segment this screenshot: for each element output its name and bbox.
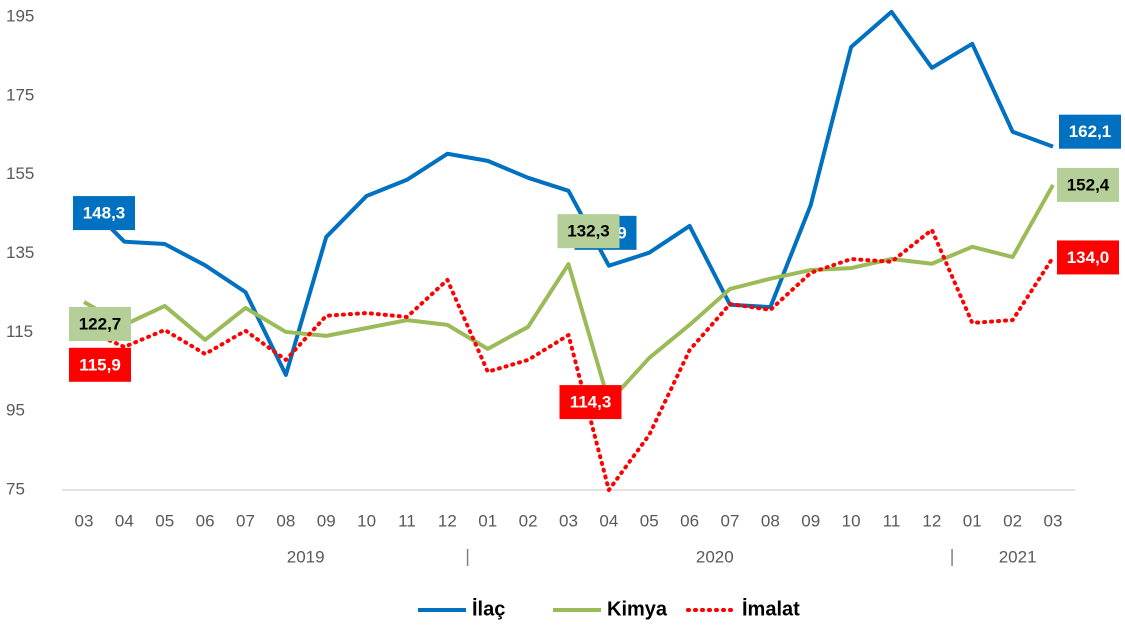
data-label-box (559, 385, 622, 420)
x-tick-label: 02 (519, 511, 538, 530)
x-tick-label: 03 (75, 511, 94, 530)
data-label: 114,3 (570, 393, 612, 412)
x-tick-label: 10 (842, 511, 861, 530)
legend-label: Kimya (607, 598, 668, 620)
x-tick-label: 09 (801, 511, 820, 530)
y-tick-label: 155 (6, 164, 34, 183)
x-tick-label: 12 (438, 511, 457, 530)
series-line (82, 9, 1054, 377)
data-label-box (73, 196, 135, 231)
data-label: 134,0 (1067, 248, 1110, 267)
x-group-label: 2021 (999, 547, 1037, 566)
x-tick-label: 01 (963, 511, 982, 530)
data-label: 132,3 (567, 222, 610, 241)
x-tick-label: 08 (276, 511, 295, 530)
x-tick-label: 02 (1003, 511, 1022, 530)
data-label: 162,1 (1069, 122, 1112, 141)
y-tick-label: 95 (6, 401, 25, 420)
data-label: 115,9 (79, 355, 121, 374)
x-tick-label: 12 (922, 511, 941, 530)
x-tick-label: 05 (155, 511, 174, 530)
x-tick-label: 03 (1044, 511, 1063, 530)
series-line (82, 227, 1055, 492)
data-label: 148,3 (83, 204, 126, 223)
y-tick-label: 175 (6, 85, 34, 104)
x-tick-label: 05 (640, 511, 659, 530)
data-label: 152,4 (1067, 175, 1110, 194)
y-tick-label: 135 (6, 243, 34, 262)
x-tick-label: 07 (236, 511, 255, 530)
x-group-label: 2019 (287, 547, 325, 566)
data-label: 122,7 (79, 314, 122, 333)
x-tick-label: 11 (398, 511, 416, 530)
x-tick-label: 11 (883, 511, 901, 530)
x-tick-label: 04 (599, 511, 618, 530)
x-tick-label: 06 (680, 511, 699, 530)
x-tick-label: 03 (559, 511, 578, 530)
x-tick-label: 10 (357, 511, 376, 530)
x-tick-label: 01 (478, 511, 497, 530)
y-tick-label: 195 (6, 6, 34, 25)
x-tick-label: 08 (761, 511, 780, 530)
data-label-box (1057, 240, 1119, 275)
data-label-box (69, 306, 131, 341)
series-line (83, 183, 1055, 405)
data-label-box (1059, 114, 1121, 149)
data-label-box (557, 214, 620, 249)
y-tick-label: 115 (6, 322, 33, 341)
data-label-box (1057, 167, 1119, 202)
x-tick-label: 07 (721, 511, 740, 530)
x-tick-label: 04 (115, 511, 134, 530)
x-group-label: 2020 (696, 547, 734, 566)
legend-label: İmalat (742, 597, 800, 620)
x-tick-label: 09 (317, 511, 336, 530)
x-tick-label: 06 (196, 511, 215, 530)
legend-label: İlaç (472, 597, 505, 620)
data-label-box (69, 347, 131, 382)
y-tick-label: 75 (6, 479, 25, 498)
